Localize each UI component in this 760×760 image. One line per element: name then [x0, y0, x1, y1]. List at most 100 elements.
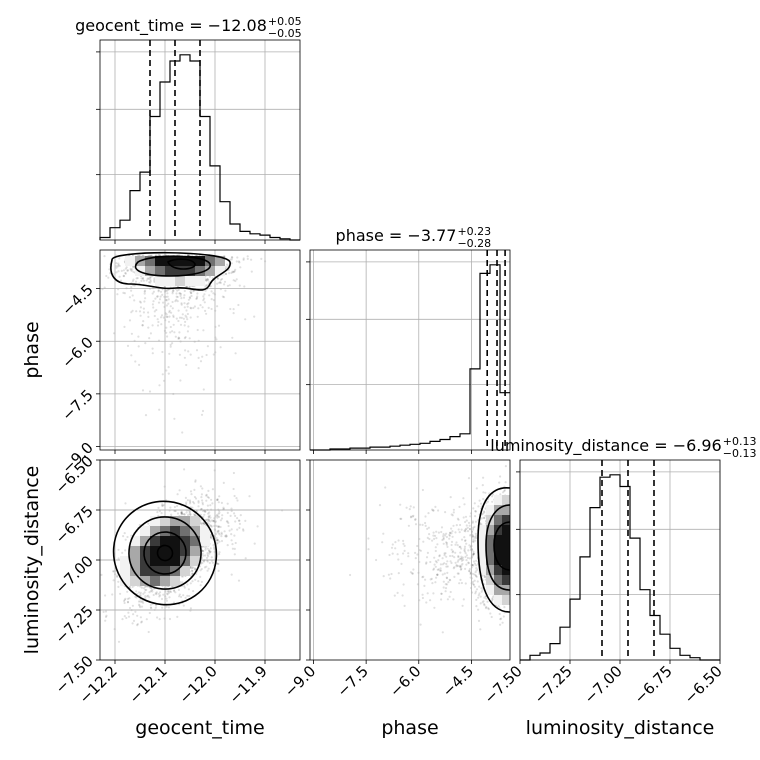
scatter-point — [476, 580, 479, 583]
density-cell — [140, 546, 150, 556]
scatter-point — [169, 331, 172, 334]
scatter-point — [230, 256, 233, 259]
scatter-point — [233, 270, 236, 273]
scatter-point — [206, 345, 209, 348]
scatter-point — [123, 615, 126, 618]
scatter-point — [471, 535, 475, 538]
density-cell — [486, 555, 494, 565]
scatter-point — [225, 520, 228, 523]
scatter-point — [183, 585, 186, 588]
scatter-point — [466, 530, 470, 533]
scatter-point — [428, 533, 431, 536]
scatter-point — [193, 305, 196, 308]
scatter-point — [131, 622, 134, 625]
scatter-point — [200, 580, 203, 584]
density-cell — [502, 545, 510, 555]
scatter-point — [459, 578, 462, 582]
scatter-point — [216, 498, 219, 502]
scatter-point — [202, 295, 205, 298]
scatter-point — [475, 605, 478, 608]
scatter-point — [426, 551, 429, 555]
scatter-point — [460, 567, 463, 571]
scatter-point — [226, 520, 229, 523]
scatter-point — [118, 275, 121, 278]
scatter-point — [452, 550, 455, 553]
scatter-point — [126, 344, 130, 347]
scatter-point — [174, 300, 177, 303]
scatter-point — [108, 268, 111, 271]
scatter-point — [139, 306, 142, 309]
scatter-point — [195, 297, 198, 300]
title-text: geocent_time = −12.08 — [75, 16, 267, 36]
scatter-point — [156, 324, 160, 327]
scatter-point — [139, 594, 142, 598]
scatter-point — [115, 262, 118, 265]
scatter-point — [458, 531, 461, 534]
scatter-point — [208, 514, 211, 517]
scatter-point — [411, 515, 414, 518]
scatter-point — [440, 598, 443, 601]
density-cell — [150, 556, 160, 566]
scatter-point — [485, 502, 488, 505]
scatter-point — [228, 284, 231, 287]
scatter-point — [474, 532, 477, 536]
scatter-point — [165, 304, 168, 307]
scatter-point — [132, 265, 135, 268]
scatter-point — [445, 583, 449, 586]
scatter-point — [199, 304, 202, 307]
scatter-point — [165, 599, 168, 602]
scatter-point — [134, 610, 137, 613]
title-text: phase = −3.77 — [336, 226, 457, 245]
density-cell — [180, 526, 190, 536]
scatter-point — [205, 565, 208, 568]
scatter-point — [451, 551, 454, 554]
scatter-point — [209, 537, 212, 540]
scatter-point — [231, 547, 234, 550]
scatter-point — [463, 550, 466, 553]
scatter-point — [199, 575, 202, 579]
scatter-point — [473, 502, 476, 505]
scatter-point — [169, 590, 172, 594]
scatter-point — [502, 615, 505, 618]
scatter-point — [201, 549, 204, 553]
scatter-point — [126, 269, 130, 272]
scatter-point — [433, 563, 436, 566]
scatter-point — [117, 640, 121, 643]
scatter-point — [432, 509, 435, 512]
scatter-point — [154, 592, 157, 595]
scatter-point — [147, 311, 150, 314]
scatter-point — [435, 537, 438, 540]
density-cell — [155, 256, 165, 266]
scatter-point — [234, 541, 237, 545]
panel-frame — [309, 249, 511, 451]
scatter-point — [161, 373, 164, 376]
scatter-point — [128, 597, 131, 600]
scatter-point — [407, 555, 410, 558]
scatter-point — [171, 330, 174, 333]
density-cell — [502, 535, 510, 545]
scatter-point — [177, 319, 180, 323]
scatter-point — [122, 269, 125, 272]
scatter-point — [220, 501, 223, 504]
scatter-point — [454, 531, 457, 534]
scatter-point — [459, 568, 462, 571]
scatter-point — [473, 579, 476, 582]
scatter-point — [483, 511, 486, 514]
scatter-point — [144, 595, 147, 598]
density-cell — [205, 266, 215, 276]
scatter-point — [457, 572, 460, 575]
scatter-point — [427, 526, 430, 529]
scatter-point — [157, 289, 160, 292]
scatter-point — [448, 595, 451, 598]
scatter-point — [472, 583, 475, 586]
y-tick-label: −7.5 — [58, 386, 96, 424]
scatter-point — [208, 551, 211, 554]
scatter-point — [410, 515, 413, 518]
scatter-point — [199, 360, 203, 363]
scatter-point — [435, 576, 438, 579]
scatter-point — [207, 519, 210, 523]
scatter-point — [201, 499, 204, 502]
scatter-point — [178, 331, 181, 334]
scatter-point — [474, 537, 477, 540]
scatter-point — [250, 270, 253, 273]
